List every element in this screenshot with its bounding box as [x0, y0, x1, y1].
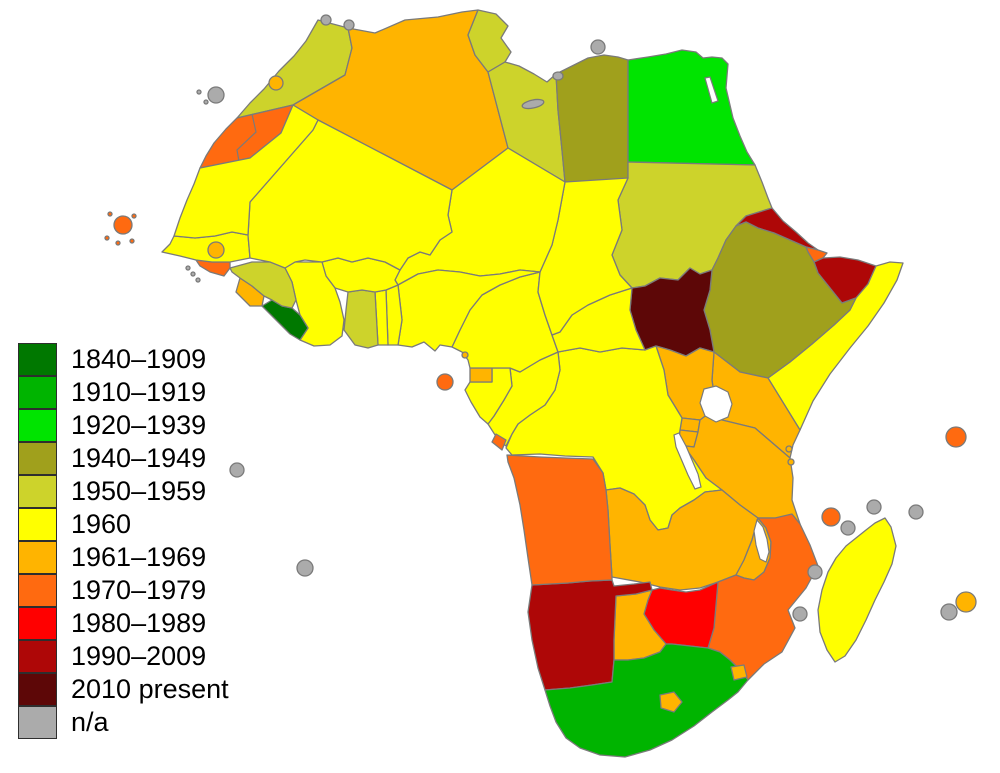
region-lesotho: [659, 691, 683, 713]
marker-st-helena: [296, 559, 314, 577]
marker-cape-verde-islet: [107, 211, 113, 217]
legend-label: 1961–1969: [71, 542, 207, 572]
island-markers: [104, 14, 977, 622]
marker-ceuta: [320, 14, 332, 26]
legend-row: 1961–1969: [18, 541, 229, 574]
marker-comoros: [821, 507, 841, 527]
marker-ifni: [268, 75, 284, 91]
marker-bijagos-islet: [195, 277, 201, 283]
marker-libya-salt-lake: [521, 98, 545, 110]
legend-label: 1990–2009: [71, 641, 207, 671]
legend-row: 1920–1939: [18, 409, 229, 442]
legend-row: 1990–2009: [18, 640, 229, 673]
region-egypt: [627, 49, 756, 166]
region-nigeria: [397, 269, 541, 352]
countries: [161, 9, 904, 758]
marker-glorioso: [866, 499, 882, 515]
legend-row: 1950–1959: [18, 475, 229, 508]
marker-mauritius: [955, 591, 977, 613]
marker-zanzibar: [785, 445, 793, 453]
region-tunisia: [467, 9, 512, 73]
marker-cape-verde-islet: [131, 213, 137, 219]
region-cabinda: [491, 433, 507, 451]
legend-label: 1950–1959: [71, 476, 207, 506]
marker-seychelles: [945, 426, 967, 448]
legend-swatch: [18, 343, 57, 376]
legend-swatch: [18, 442, 57, 475]
legend-swatch: [18, 508, 57, 541]
legend-row: 1960: [18, 508, 229, 541]
legend-row: 1840–1909: [18, 343, 229, 376]
legend-row: 1980–1989: [18, 607, 229, 640]
legend-swatch: [18, 376, 57, 409]
marker-ascension: [229, 462, 245, 478]
lake-malawi: [753, 518, 770, 563]
region-angola: [506, 454, 613, 586]
gulf-of-suez-notch: [704, 76, 719, 104]
legend-label: 1840–1909: [71, 344, 207, 374]
marker-reunion: [940, 603, 958, 621]
legend-label: 2010 present: [71, 674, 229, 704]
legend-swatch: [18, 409, 57, 442]
region-libya-east: [555, 54, 629, 183]
legend-row: 1940–1949: [18, 442, 229, 475]
marker-canary-islands: [207, 86, 225, 104]
legend-label: 1910–1919: [71, 377, 207, 407]
legend-swatch: [18, 574, 57, 607]
legend-row: 2010 present: [18, 673, 229, 706]
legend-swatch: [18, 706, 57, 739]
region-namibia: [527, 579, 653, 691]
marker-bijagos-islet: [185, 265, 191, 271]
marker-pemba: [787, 458, 795, 466]
legend: 1840–1909 1910–1919 1920–1939 1940–1949 …: [18, 343, 229, 739]
legend-label: 1980–1989: [71, 608, 207, 638]
region-madagascar: [817, 517, 897, 663]
marker-cape-verde-islet: [129, 238, 135, 244]
legend-row: n/a: [18, 706, 229, 739]
marker-sidra-lagoon: [552, 71, 564, 81]
region-swaziland: [730, 664, 748, 681]
legend-swatch: [18, 673, 57, 706]
marker-cape-verde-islet: [104, 235, 110, 241]
legend-swatch: [18, 640, 57, 673]
legend-label: 1960: [71, 509, 132, 539]
legend-row: 1970–1979: [18, 574, 229, 607]
lake-victoria: [699, 385, 733, 423]
marker-gambia: [207, 241, 225, 259]
marker-cape-verde: [113, 215, 133, 235]
marker-sao-tome: [436, 373, 454, 391]
legend-label: 1970–1979: [71, 575, 207, 605]
marker-tromelin: [908, 504, 924, 520]
legend-label: n/a: [71, 707, 109, 737]
legend-label: 1920–1939: [71, 410, 207, 440]
lakes: [673, 76, 770, 563]
western-sahara-division-line: [236, 113, 257, 168]
marker-mayotte: [840, 520, 856, 536]
marker-canary-islet: [196, 89, 202, 95]
legend-label: 1940–1949: [71, 443, 207, 473]
marker-bioko: [461, 351, 469, 359]
region-ghana: [343, 289, 379, 349]
marker-juan-de-nova: [807, 564, 823, 580]
region-benin: [385, 284, 403, 346]
marker-canary-islet: [203, 99, 209, 105]
region-mauritania: [173, 104, 319, 239]
legend-swatch: [18, 475, 57, 508]
legend-row: 1910–1919: [18, 376, 229, 409]
legend-swatch: [18, 607, 57, 640]
region-equatorial-guinea: [469, 367, 493, 383]
lake-tanganyika: [673, 432, 702, 490]
marker-bijagos-islet: [190, 271, 196, 277]
marker-cape-verde-islet: [115, 240, 121, 246]
marker-melilla: [343, 19, 355, 31]
marker-malta: [590, 39, 606, 55]
marker-europa: [792, 606, 808, 622]
region-mali: [247, 119, 453, 271]
legend-swatch: [18, 541, 57, 574]
